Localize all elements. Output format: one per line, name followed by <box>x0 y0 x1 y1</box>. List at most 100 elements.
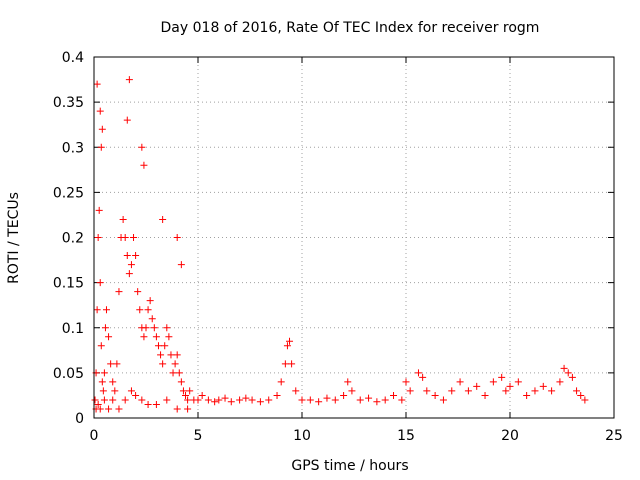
data-point <box>323 394 331 402</box>
data-point <box>115 288 123 296</box>
data-point <box>502 387 510 395</box>
y-tick-label: 0.1 <box>62 321 84 337</box>
data-points <box>91 76 589 413</box>
data-point <box>560 364 568 372</box>
data-point <box>273 391 281 399</box>
data-point <box>134 288 142 296</box>
data-point <box>94 234 102 241</box>
data-point <box>111 387 119 395</box>
data-point <box>165 333 173 341</box>
data-point <box>506 382 514 390</box>
data-point <box>96 405 104 413</box>
data-point <box>138 143 146 151</box>
data-point <box>100 396 108 404</box>
data-point <box>182 391 190 399</box>
data-point <box>91 396 99 404</box>
data-point <box>138 396 146 404</box>
data-point <box>577 391 585 399</box>
data-point <box>132 391 140 399</box>
data-point <box>163 324 171 332</box>
data-point <box>256 398 264 406</box>
data-point <box>142 324 150 332</box>
data-point <box>152 333 160 341</box>
data-point <box>163 396 171 404</box>
data-point <box>283 342 291 350</box>
data-point <box>568 373 576 381</box>
data-point <box>414 369 422 377</box>
data-point <box>109 378 117 386</box>
data-point <box>101 324 109 332</box>
data-point <box>177 378 185 386</box>
data-point <box>481 391 489 399</box>
data-point <box>265 396 273 404</box>
data-point <box>144 306 152 314</box>
data-point <box>93 306 101 314</box>
data-point <box>556 378 564 386</box>
data-point <box>344 378 352 386</box>
data-point <box>130 234 138 241</box>
data-point <box>99 387 107 395</box>
data-point <box>423 387 431 395</box>
x-tick-label: 25 <box>605 428 623 444</box>
data-point <box>144 400 152 408</box>
data-point <box>97 143 105 151</box>
y-axis-label: ROTI / TECUs <box>6 192 22 284</box>
data-point <box>564 369 572 377</box>
x-tick-label: 10 <box>293 428 311 444</box>
data-point <box>381 396 389 404</box>
data-point <box>281 360 289 368</box>
data-point <box>159 360 167 368</box>
data-point <box>498 373 506 381</box>
data-point <box>146 297 154 305</box>
data-point <box>98 125 106 133</box>
data-point <box>348 387 356 395</box>
x-tick-labels: 0 5 10 15 20 25 <box>90 428 623 444</box>
y-tick-label: 0 <box>75 411 84 427</box>
data-point <box>173 351 181 359</box>
data-point <box>198 391 206 399</box>
chart-title: Day 018 of 2016, Rate Of TEC Index for r… <box>161 20 540 36</box>
data-point <box>123 252 131 260</box>
data-point <box>236 396 244 404</box>
data-point <box>148 315 156 323</box>
plot-frame <box>93 56 615 419</box>
data-point <box>105 405 113 413</box>
data-point <box>119 215 127 223</box>
data-point <box>136 306 144 314</box>
data-point <box>419 373 427 381</box>
data-point <box>431 391 439 399</box>
data-point <box>161 342 169 350</box>
data-point <box>105 333 113 341</box>
data-point <box>277 378 285 386</box>
data-point <box>98 378 106 386</box>
data-point <box>227 398 235 406</box>
data-point <box>531 387 539 395</box>
x-tick-label: 20 <box>501 428 519 444</box>
data-point <box>184 405 192 413</box>
data-point <box>464 387 472 395</box>
y-tick-label: 0.05 <box>53 366 84 382</box>
data-point <box>489 378 497 386</box>
y-tick-label: 0.35 <box>53 95 84 111</box>
data-point <box>175 369 183 377</box>
data-point <box>173 234 181 241</box>
data-point <box>548 387 556 395</box>
data-point <box>96 279 104 287</box>
data-point <box>127 261 135 269</box>
data-point <box>93 80 101 88</box>
data-point <box>456 378 464 386</box>
data-point <box>167 351 175 359</box>
data-point <box>97 342 105 350</box>
y-tick-label: 0.3 <box>62 140 84 156</box>
data-point <box>373 398 381 406</box>
data-point <box>171 360 179 368</box>
data-point <box>184 396 192 404</box>
data-point <box>125 270 133 278</box>
data-point <box>473 382 481 390</box>
data-point <box>113 360 121 368</box>
data-point <box>286 337 294 345</box>
data-point <box>340 391 348 399</box>
y-tick-label: 0.2 <box>62 231 84 247</box>
data-point <box>306 396 314 404</box>
